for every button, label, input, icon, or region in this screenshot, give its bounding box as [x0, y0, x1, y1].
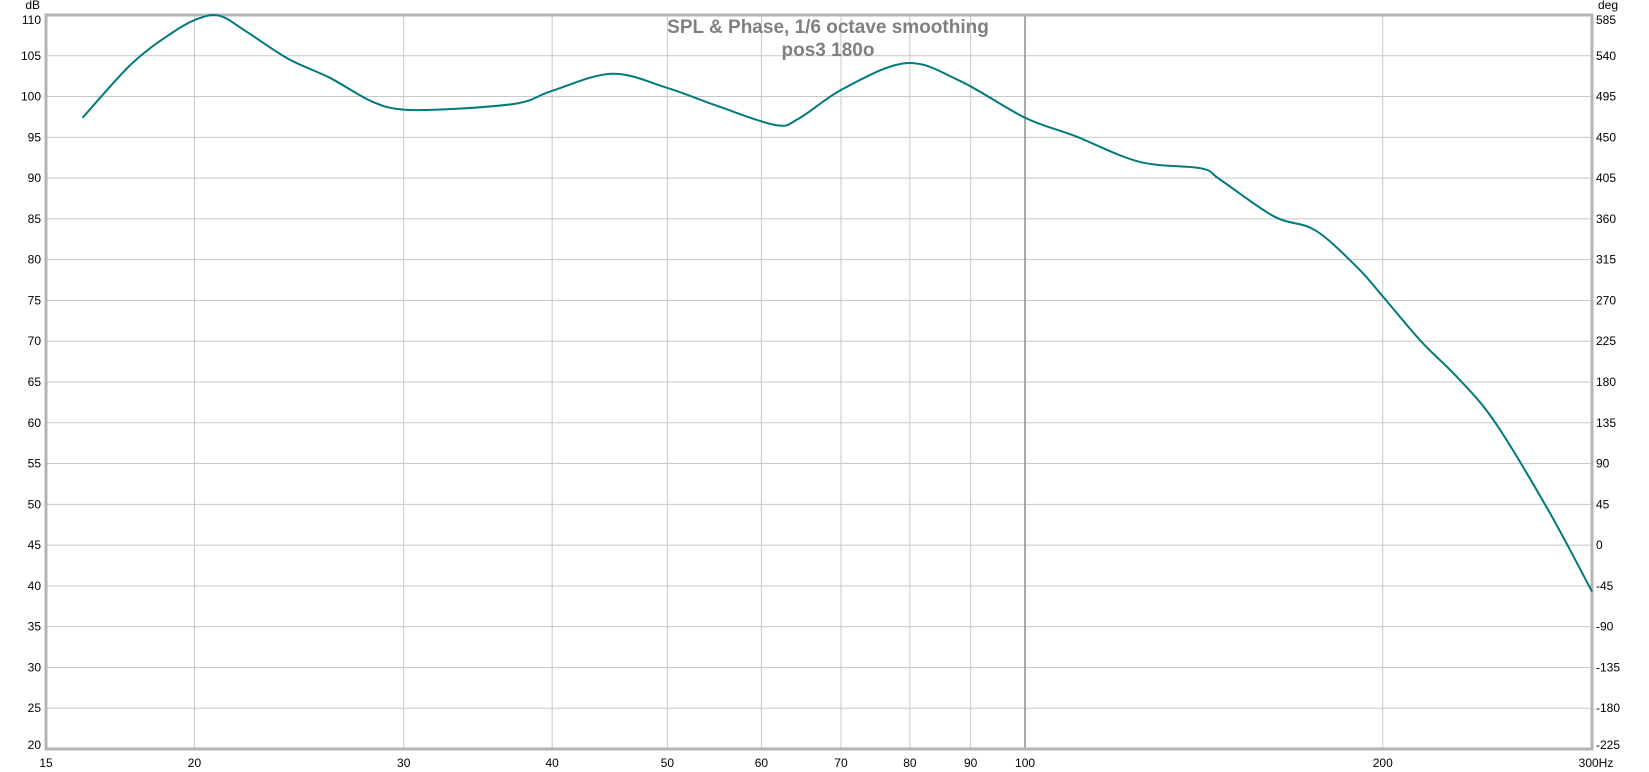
y2-tick-label: 225 — [1596, 334, 1616, 348]
y2-tick-label: 360 — [1596, 212, 1616, 226]
y2-tick-label: -225 — [1596, 738, 1620, 752]
x-tick-label: 15 — [39, 756, 53, 770]
y-tick-label: 55 — [28, 457, 42, 471]
y2-tick-label: 90 — [1596, 457, 1610, 471]
y-axis-unit: dB — [25, 0, 40, 12]
y2-tick-label: 0 — [1596, 538, 1603, 552]
y-tick-label: 30 — [28, 660, 42, 674]
y-tick-label: 105 — [21, 49, 41, 63]
y-tick-label: 40 — [28, 579, 42, 593]
spl-curve — [81, 14, 1593, 593]
y-tick-label: 70 — [28, 334, 42, 348]
y2-axis-unit: deg — [1598, 0, 1618, 12]
y-tick-label: 65 — [28, 375, 42, 389]
y-tick-label: 75 — [28, 293, 42, 307]
y2-tick-label: 315 — [1596, 253, 1616, 267]
y-tick-label: 90 — [28, 171, 42, 185]
x-tick-label: 80 — [903, 756, 917, 770]
x-tick-label: 200 — [1373, 756, 1393, 770]
x-tick-label: 40 — [545, 756, 559, 770]
y2-tick-label: 180 — [1596, 375, 1616, 389]
y2-tick-label: 135 — [1596, 416, 1616, 430]
y-tick-label: 60 — [28, 416, 42, 430]
x-tick-label: 70 — [834, 756, 848, 770]
x-tick-label: 90 — [964, 756, 978, 770]
x-tick-label: 60 — [755, 756, 769, 770]
y2-tick-label: -180 — [1596, 701, 1620, 715]
y2-tick-label: -135 — [1596, 660, 1620, 674]
x-tick-label: 50 — [661, 756, 675, 770]
y2-tick-label: 270 — [1596, 293, 1616, 307]
y2-tick-label: -90 — [1596, 620, 1614, 634]
y2-tick-label: 540 — [1596, 49, 1616, 63]
y2-tick-label: 405 — [1596, 171, 1616, 185]
chart-subtitle: pos3 180o — [782, 40, 875, 61]
y2-tick-label: 585 — [1596, 13, 1616, 27]
y-tick-label: 35 — [28, 620, 42, 634]
y-tick-label: 100 — [21, 90, 41, 104]
y2-tick-label: 495 — [1596, 90, 1616, 104]
y-tick-label: 25 — [28, 701, 42, 715]
y-tick-label: 80 — [28, 253, 42, 267]
y-tick-label: 50 — [28, 497, 42, 511]
x-tick-label: 300Hz — [1579, 756, 1614, 770]
plot-area — [44, 13, 1594, 751]
y2-tick-label: 450 — [1596, 130, 1616, 144]
y2-tick-label: -45 — [1596, 579, 1614, 593]
x-tick-label: 20 — [188, 756, 202, 770]
y-tick-label: 85 — [28, 212, 42, 226]
chart-title: SPL & Phase, 1/6 octave smoothing — [667, 17, 989, 38]
y-tick-label: 110 — [22, 13, 41, 27]
grid — [45, 14, 1593, 750]
y-tick-label: 95 — [28, 130, 42, 144]
x-tick-label: 100 — [1015, 756, 1035, 770]
plot-frame — [44, 13, 1594, 751]
y-tick-label: 20 — [28, 738, 42, 752]
x-tick-label: 30 — [397, 756, 411, 770]
y-tick-label: 45 — [28, 538, 42, 552]
y2-tick-label: 45 — [1596, 497, 1610, 511]
